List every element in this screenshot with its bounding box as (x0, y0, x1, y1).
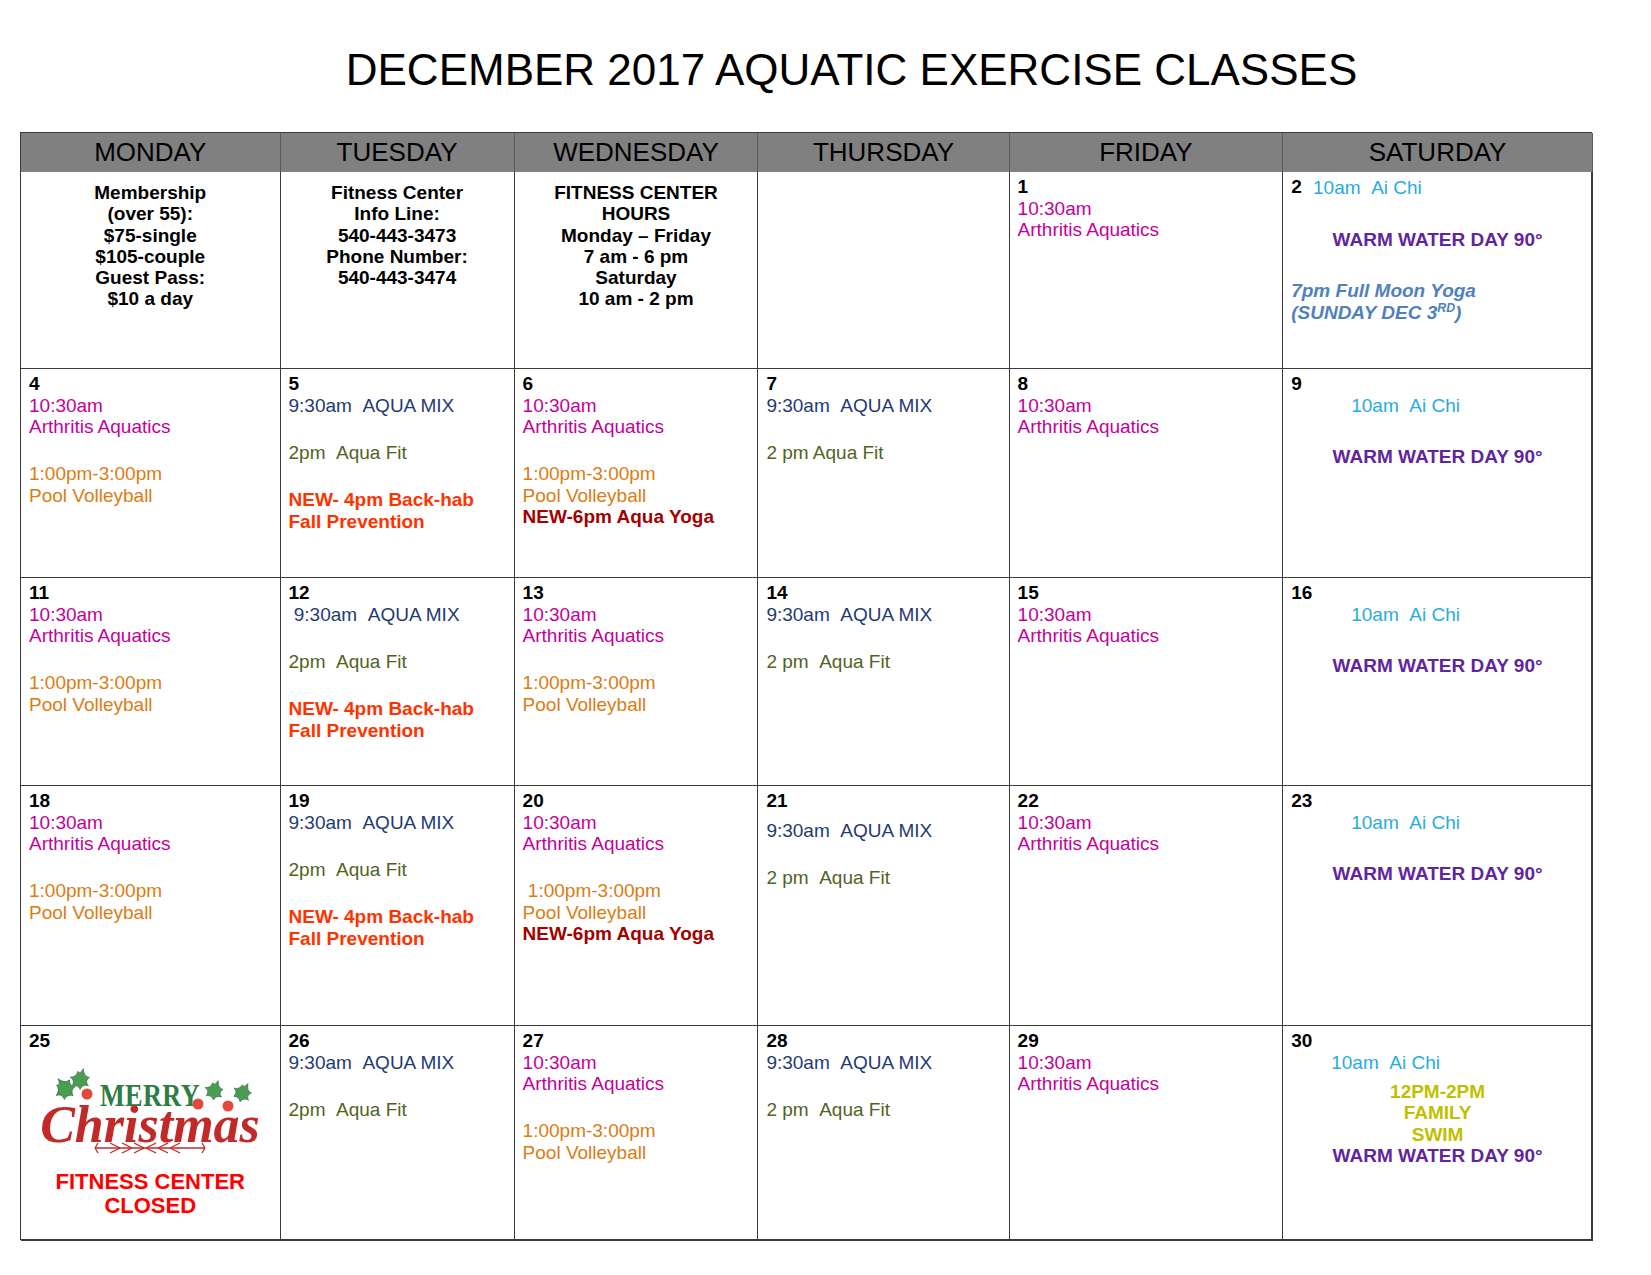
svg-text:Christmas: Christmas (40, 1096, 260, 1153)
